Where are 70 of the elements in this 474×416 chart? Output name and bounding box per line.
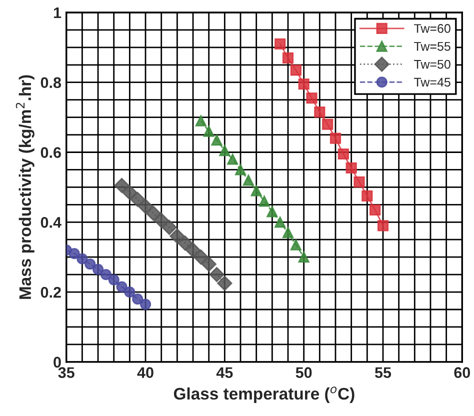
point [314,106,326,118]
x-tick-label: 40 [137,367,154,378]
point [178,236,193,251]
point [140,298,152,310]
point [306,92,318,104]
y-axis-title: Mass productivity (kg/m$^{2}$.hr) [16,75,34,299]
point [116,281,128,292]
point [227,154,238,165]
y-tick-label: 1 [54,8,62,18]
point [100,269,112,280]
x-axis-title: Glass temperature ($^{o}$C) [174,386,354,403]
point [370,204,381,216]
point [322,118,334,130]
point [68,248,80,260]
legend-label: Tw=55 [414,42,450,51]
point [209,266,224,282]
legend-label: Tw=50 [414,60,450,69]
point [185,242,201,258]
point [211,134,222,146]
x-tick-label: 55 [374,367,392,378]
point [154,212,169,228]
point [338,148,349,160]
point [132,293,144,305]
legend-label: Tw=60 [414,24,450,33]
y-tick-label: 0.2 [40,286,61,298]
y-tick-label: 0.6 [40,147,61,158]
point [242,174,254,186]
point [124,286,136,298]
point [274,38,286,50]
point [298,78,310,90]
point [250,185,262,196]
x-tick-label: 60 [454,367,470,378]
point [201,256,216,272]
point [170,228,185,244]
point [162,220,177,235]
point [114,178,130,194]
point [76,253,88,264]
point [362,190,373,202]
point [290,64,302,76]
point [282,52,294,64]
x-tick-label: 50 [296,367,312,378]
point [138,198,154,214]
point [108,274,120,286]
point [193,250,208,265]
point [330,132,342,144]
point [203,126,214,137]
point [84,258,96,270]
y-tick-label: 0.8 [40,77,62,88]
point [282,227,294,238]
y-tick-label: 0.4 [40,217,62,228]
x-tick-label: 35 [58,367,74,378]
point [234,164,246,176]
point [146,206,162,221]
point [354,176,365,188]
point [346,162,357,174]
point [219,144,230,156]
point [195,115,206,126]
point [290,239,302,250]
point [130,192,146,207]
point [274,216,286,228]
legend-label: Tw=45 [414,78,450,87]
x-tick-label: 45 [216,367,233,378]
point [92,264,104,275]
point [217,276,232,291]
point [258,196,270,207]
point [266,206,278,218]
point [122,184,138,200]
point [298,252,310,263]
point [377,220,389,232]
y-tick-label: 0 [54,356,61,368]
